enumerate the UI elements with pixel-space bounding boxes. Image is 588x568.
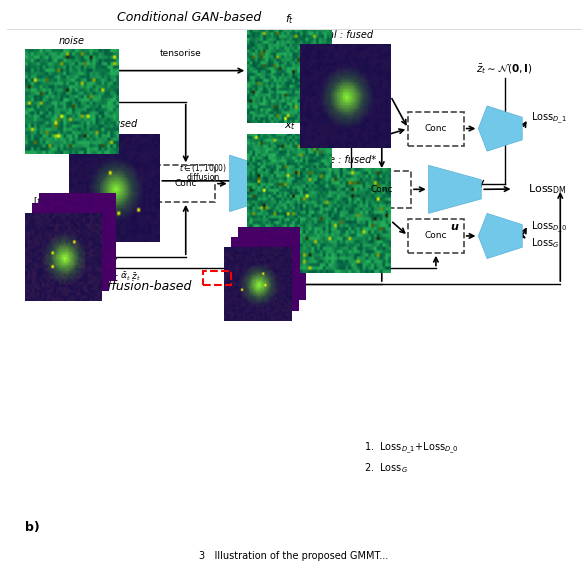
Text: G: G bbox=[248, 177, 259, 190]
Text: D: D bbox=[498, 124, 507, 133]
Polygon shape bbox=[230, 155, 282, 212]
Polygon shape bbox=[429, 165, 481, 214]
Text: Conc: Conc bbox=[425, 124, 447, 133]
Text: a): a) bbox=[25, 289, 39, 302]
Text: $\boldsymbol{u}$: $\boldsymbol{u}$ bbox=[450, 222, 460, 232]
Text: Diffusion-based: Diffusion-based bbox=[95, 281, 192, 293]
Bar bbox=[156, 165, 215, 202]
Text: $\bar{z}_t{\sim}\mathcal{N}(\mathbf{0},\mathbf{I})$: $\bar{z}_t{\sim}\mathcal{N}(\mathbf{0},\… bbox=[476, 62, 533, 76]
Text: fake : fused*: fake : fused* bbox=[314, 154, 376, 165]
Text: $\mathrm{Loss}_{G}$: $\mathrm{Loss}_{G}$ bbox=[531, 236, 560, 250]
Text: diffusion: diffusion bbox=[186, 173, 220, 182]
Text: $\mathrm{Loss}_{D\_0}$: $\mathrm{Loss}_{D\_0}$ bbox=[531, 220, 567, 235]
Text: $x_t$: $x_t$ bbox=[283, 120, 296, 132]
Text: $\boldsymbol{u}$: $\boldsymbol{u}$ bbox=[251, 220, 260, 230]
Text: $[f_1,...,f_m]$: $[f_1,...,f_m]$ bbox=[33, 196, 81, 208]
Text: Conc: Conc bbox=[425, 231, 447, 240]
Polygon shape bbox=[479, 214, 522, 258]
Text: Conditional GAN-based: Conditional GAN-based bbox=[116, 11, 261, 24]
Text: 2.  $\mathrm{Loss}_{G}$: 2. $\mathrm{Loss}_{G}$ bbox=[364, 461, 408, 475]
Text: $\mathrm{Loss}_{D\_1}$: $\mathrm{Loss}_{D\_1}$ bbox=[531, 111, 567, 126]
Text: 1.  $\mathrm{Loss}_{D\_1}$+$\mathrm{Loss}_{D\_0}$: 1. $\mathrm{Loss}_{D\_1}$+$\mathrm{Loss}… bbox=[364, 440, 459, 456]
Text: $x_t = \sqrt{\bar{\alpha}_t}\,x_0 + \sqrt{1-\bar{\alpha}_t}\,\bar{z}_t$: $x_t = \sqrt{\bar{\alpha}_t}\,x_0 + \sqr… bbox=[36, 267, 141, 284]
Text: D: D bbox=[498, 231, 507, 241]
Text: b): b) bbox=[25, 520, 39, 533]
Text: real : fused: real : fused bbox=[318, 30, 373, 40]
Text: $f_t$: $f_t$ bbox=[285, 12, 294, 26]
Bar bbox=[408, 219, 464, 253]
Text: tensorise: tensorise bbox=[160, 49, 202, 58]
Bar bbox=[353, 171, 411, 208]
Bar bbox=[408, 111, 464, 145]
Polygon shape bbox=[479, 106, 522, 151]
Text: Conc: Conc bbox=[370, 185, 393, 194]
Text: noise: noise bbox=[59, 36, 85, 46]
Text: 3   Illustration of the proposed GMMT...: 3 Illustration of the proposed GMMT... bbox=[199, 552, 389, 561]
Text: $[f_1,...,f_m]$: $[f_1,...,f_m]$ bbox=[245, 228, 293, 241]
Text: $\mathrm{Loss}_{\mathrm{DM}}$: $\mathrm{Loss}_{\mathrm{DM}}$ bbox=[528, 182, 567, 196]
Text: $t\in(1, 1000)$: $t\in(1, 1000)$ bbox=[179, 162, 228, 174]
Text: $x_0$ : fused: $x_0$ : fused bbox=[89, 117, 139, 131]
Text: Conc: Conc bbox=[175, 179, 197, 188]
